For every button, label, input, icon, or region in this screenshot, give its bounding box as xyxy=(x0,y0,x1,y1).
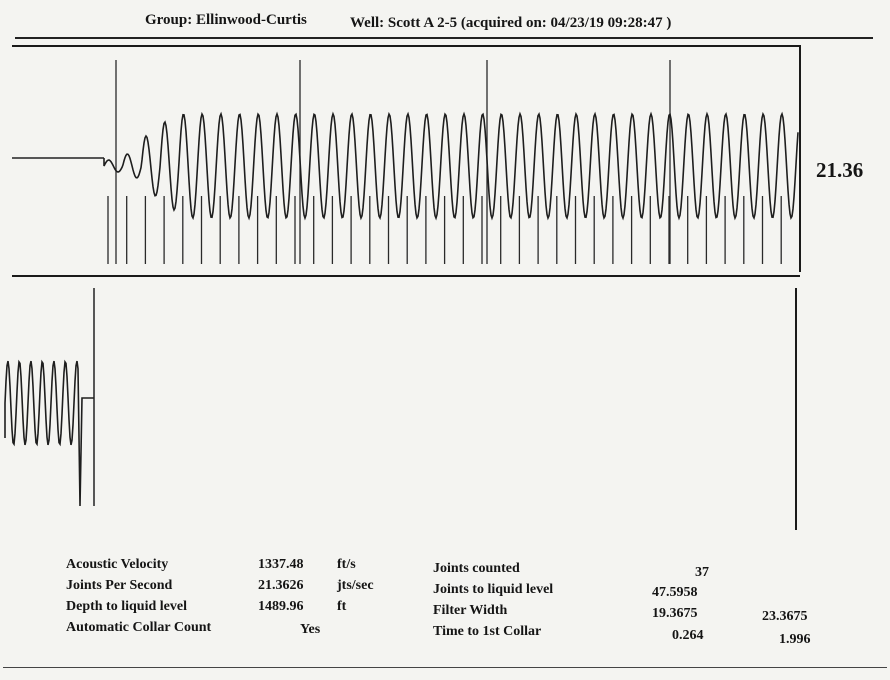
footer-rule xyxy=(3,667,887,668)
group-label: Group: Ellinwood-Curtis xyxy=(145,12,307,28)
stat-label: Joints counted xyxy=(433,561,520,576)
stat-label: Joints to liquid level xyxy=(433,582,554,597)
liquid-level-panel xyxy=(4,288,797,530)
report-header: Group: Ellinwood-Curtis Well: Scott A 2-… xyxy=(0,8,890,38)
stat-unit: ft/s xyxy=(337,557,356,572)
stat-value: 19.3675 xyxy=(652,606,698,621)
stat-value: 47.5958 xyxy=(652,585,698,600)
stat-label: Filter Width xyxy=(433,603,508,618)
stat-label: Joints Per Second xyxy=(66,578,173,593)
stat-value: 21.3626 xyxy=(258,578,304,593)
stat-label: Depth to liquid level xyxy=(66,599,187,614)
stat-value-secondary: 1.996 xyxy=(779,632,811,647)
stat-value: 0.264 xyxy=(672,628,704,643)
collar-tick-group xyxy=(107,196,782,264)
stat-label: Time to 1st Collar xyxy=(433,624,542,639)
stat-value: 1337.48 xyxy=(258,557,304,572)
marker-line-group xyxy=(115,60,671,264)
header-rule xyxy=(15,37,873,39)
stat-unit: ft xyxy=(337,599,347,614)
stat-value: 1489.96 xyxy=(258,599,304,614)
joints-per-second-readout: 21.36 xyxy=(816,158,864,182)
stat-label: Automatic Collar Count xyxy=(66,620,212,635)
stat-unit: jts/sec xyxy=(337,578,374,593)
well-label: Well: Scott A 2-5 (acquired on: 04/23/19… xyxy=(350,15,672,31)
collar-trace-panel xyxy=(12,45,801,277)
stat-value-secondary: 23.3675 xyxy=(762,609,808,624)
stat-label: Acoustic Velocity xyxy=(66,557,169,572)
stat-value: Yes xyxy=(300,622,321,637)
stat-value: 37 xyxy=(695,565,709,580)
panel-frame xyxy=(12,45,801,272)
collar-waveform xyxy=(103,111,799,221)
liquid-level-waveform xyxy=(4,359,94,507)
